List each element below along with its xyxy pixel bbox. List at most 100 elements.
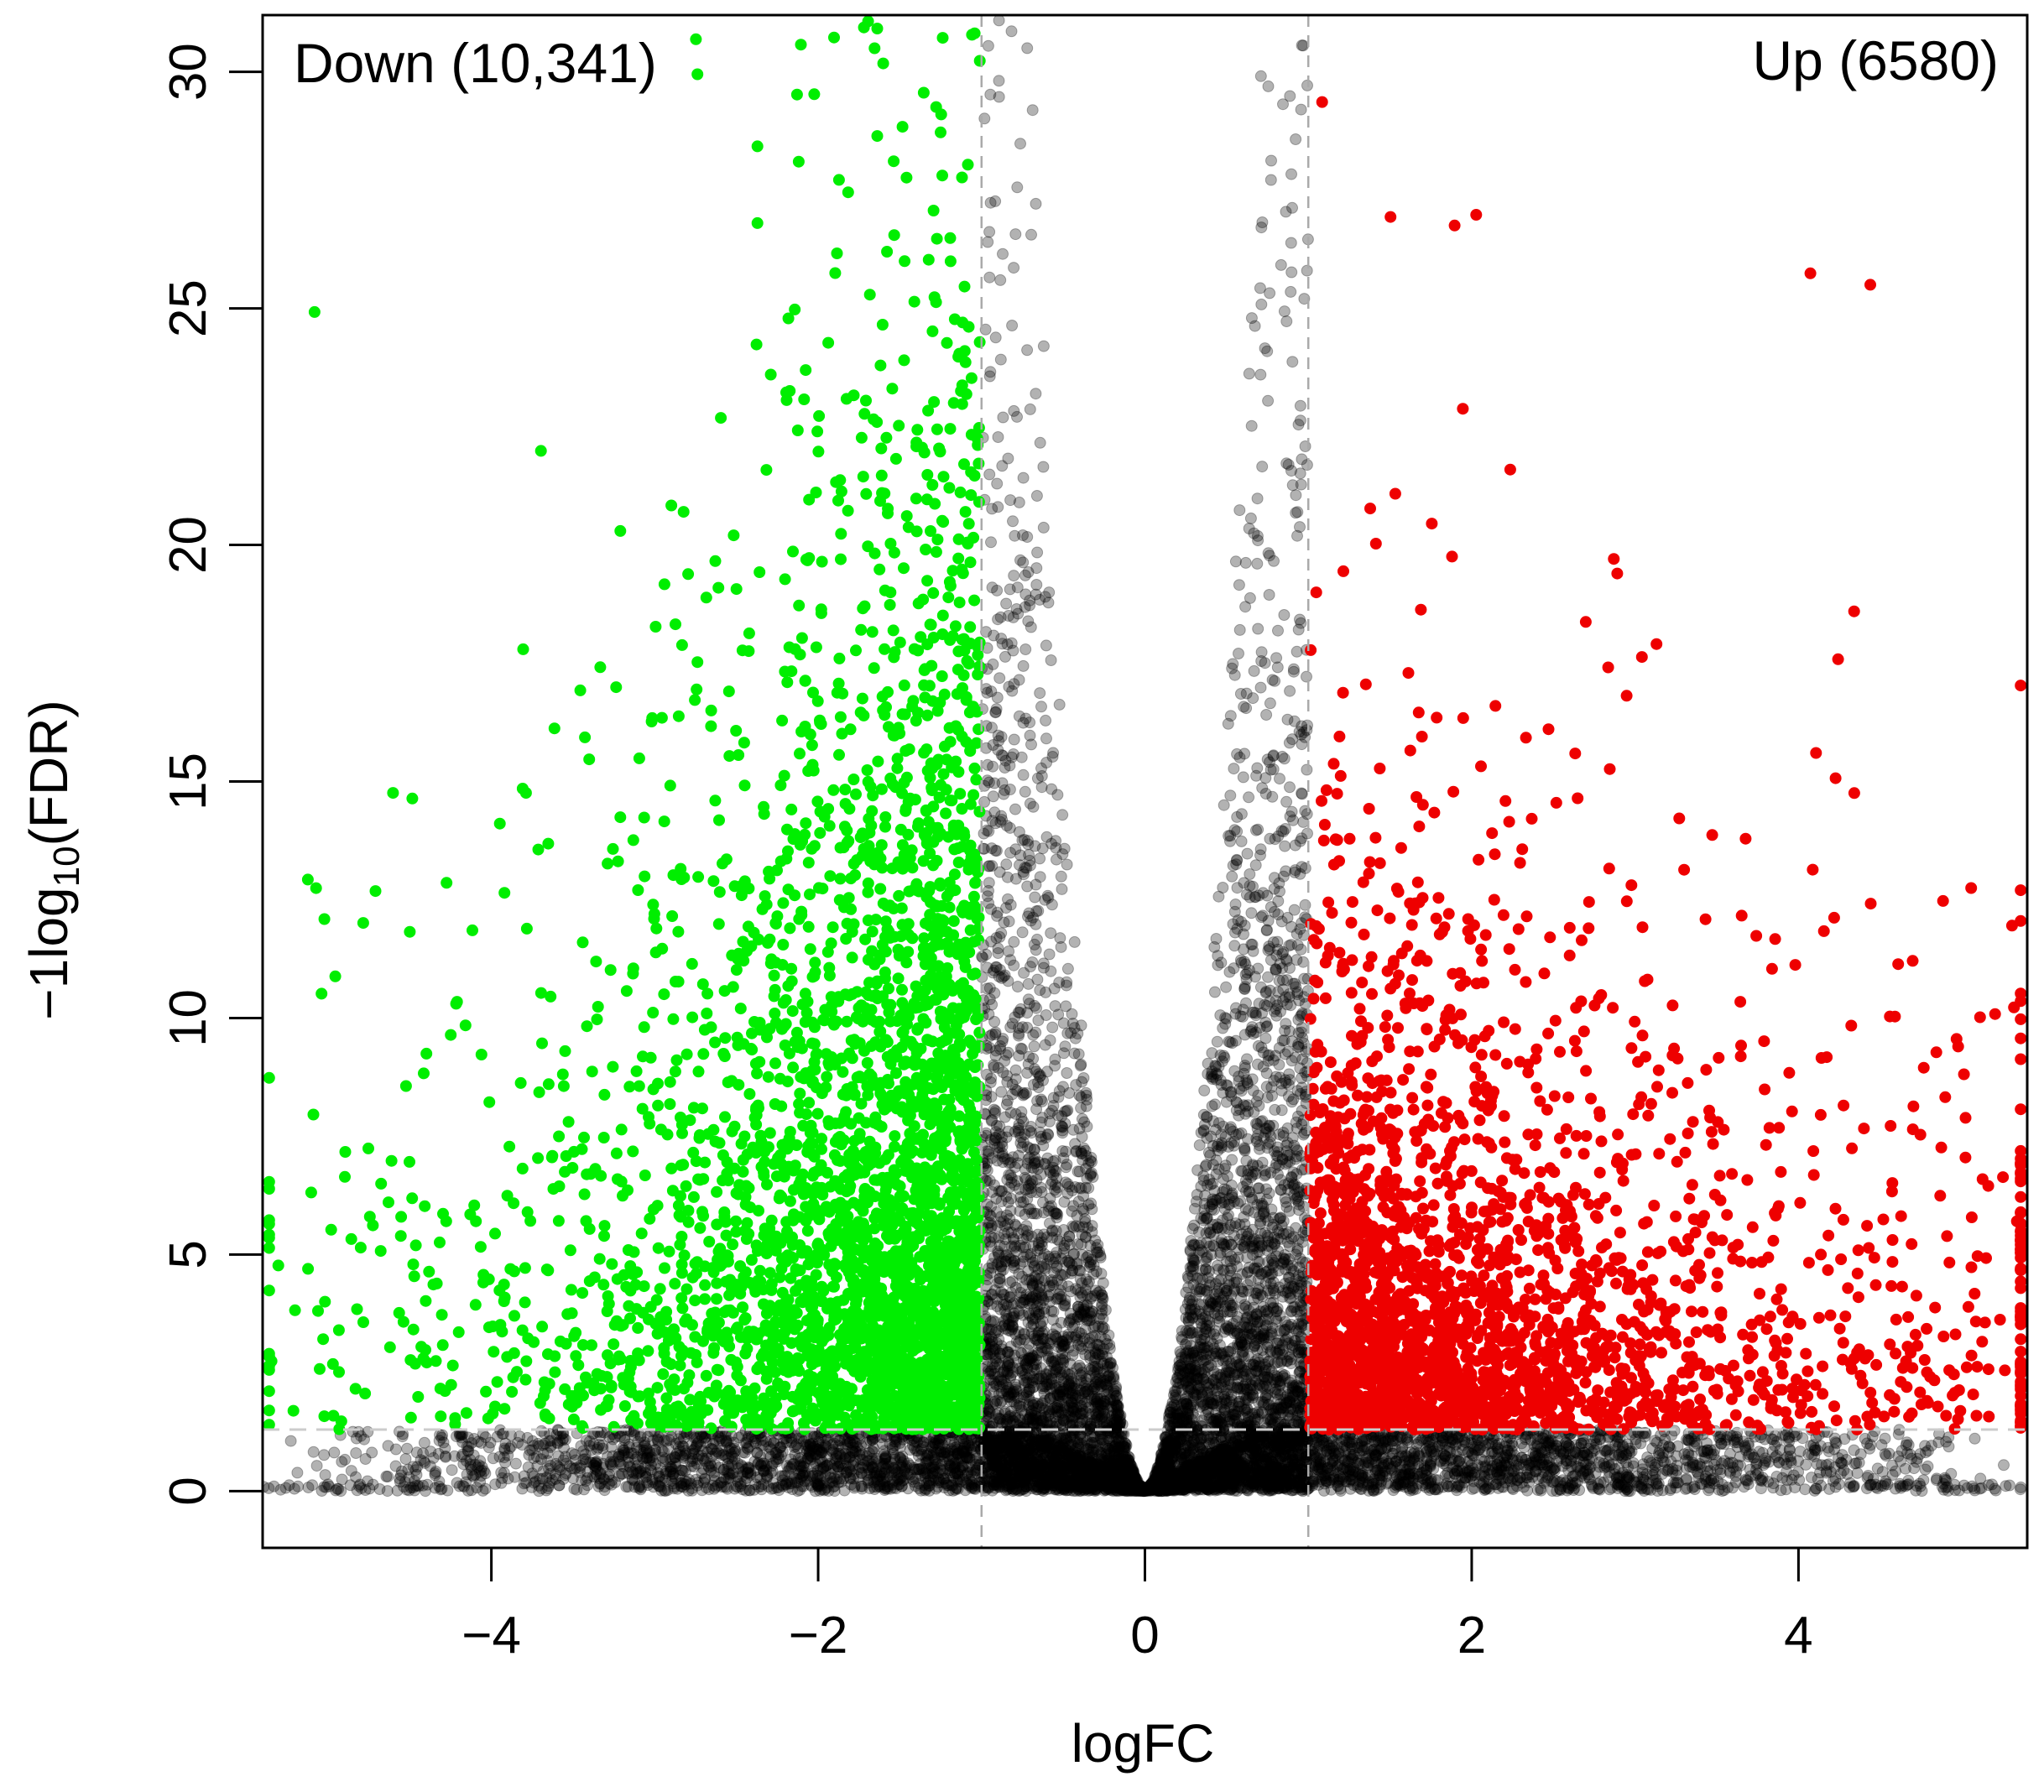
data-point: [991, 584, 1004, 596]
data-point: [1209, 1098, 1221, 1111]
data-point: [1279, 1048, 1291, 1060]
data-point: [1253, 1100, 1265, 1112]
data-point: [1008, 1307, 1020, 1320]
data-point: [1231, 1367, 1244, 1379]
data-point: [1291, 645, 1303, 658]
data-point: [1103, 1376, 1116, 1388]
data-point: [984, 1210, 997, 1222]
data-point: [985, 935, 998, 948]
data-point: [1017, 1086, 1030, 1099]
data-point: [1112, 1399, 1124, 1412]
data-point: [995, 927, 1008, 940]
data-point: [1276, 1034, 1289, 1047]
data-point: [1285, 1096, 1298, 1108]
data-point: [1013, 1305, 1025, 1317]
data-point: [1008, 570, 1020, 582]
data-point: [1224, 1431, 1237, 1444]
data-point: [1251, 492, 1264, 505]
data-point: [1040, 639, 1052, 652]
data-point: [1073, 1165, 1086, 1178]
data-point: [1049, 1355, 1061, 1367]
data-point: [1294, 414, 1306, 427]
data-point: [1238, 701, 1250, 713]
data-point: [1030, 490, 1043, 502]
data-point: [1301, 264, 1313, 277]
data-point: [1262, 80, 1275, 92]
data-point: [993, 15, 1005, 27]
data-point: [1045, 654, 1057, 666]
data-point: [1280, 315, 1293, 327]
data-point: [994, 1039, 1007, 1052]
data-point: [1220, 1096, 1233, 1108]
data-point: [1242, 1350, 1254, 1362]
data-point: [1217, 1481, 1229, 1493]
data-point: [982, 236, 994, 248]
data-point: [1056, 809, 1069, 821]
data-point: [1022, 910, 1034, 923]
data-point: [988, 1367, 1001, 1380]
data-point: [1168, 1431, 1181, 1444]
data-point: [1056, 1385, 1068, 1398]
data-point: [1295, 617, 1307, 629]
data-point: [1275, 258, 1287, 271]
data-point: [1000, 1049, 1013, 1061]
data-point: [1301, 670, 1312, 683]
data-point: [993, 1413, 1006, 1425]
data-point: [996, 1147, 1009, 1159]
data-point: [1123, 1454, 1134, 1466]
data-point: [1296, 861, 1308, 873]
data-point: [1286, 356, 1299, 368]
data-point: [1279, 840, 1291, 852]
data-point: [1260, 709, 1273, 721]
data-point: [1285, 285, 1297, 298]
data-point: [1294, 399, 1306, 412]
data-point: [1196, 1334, 1208, 1347]
data-point: [1083, 1363, 1096, 1375]
data-point: [1221, 1360, 1233, 1373]
data-point: [1207, 1483, 1220, 1496]
data-point: [1186, 1461, 1198, 1473]
data-point: [1146, 1477, 1159, 1489]
data-point: [1291, 1245, 1304, 1257]
data-point: [1233, 1218, 1246, 1231]
data-point: [1280, 795, 1293, 808]
data-point: [1129, 1477, 1141, 1490]
data-point: [1290, 133, 1302, 145]
data-point: [993, 672, 1006, 685]
data-point: [1008, 733, 1020, 746]
data-point: [1254, 849, 1266, 862]
data-point: [1008, 678, 1020, 690]
data-point: [1224, 1346, 1237, 1358]
data-point: [1228, 763, 1240, 775]
data-point: [1294, 521, 1306, 534]
data-point: [1026, 1175, 1039, 1188]
data-point: [983, 860, 996, 873]
data-point: [981, 824, 993, 836]
data-point: [1069, 1032, 1082, 1044]
data-point: [1278, 609, 1291, 621]
data-point: [1290, 981, 1302, 993]
data-point: [1021, 42, 1034, 55]
data-point: [1081, 1395, 1093, 1408]
data-point: [995, 1086, 1008, 1098]
data-point: [1001, 871, 1014, 883]
data-point: [1049, 1250, 1061, 1263]
data-point: [1286, 479, 1299, 492]
data-point: [1254, 368, 1267, 381]
data-point: [1230, 1002, 1242, 1014]
data-point: [1297, 1227, 1310, 1238]
data-point: [1263, 940, 1275, 953]
data-point: [1030, 388, 1042, 400]
data-point: [1190, 1373, 1202, 1386]
data-point: [1195, 1433, 1207, 1446]
data-point: [1217, 1477, 1229, 1489]
data-point: [984, 1076, 997, 1088]
data-point: [1267, 1302, 1280, 1315]
data-point: [996, 777, 1009, 789]
data-point: [997, 411, 1009, 424]
data-point: [1066, 1397, 1078, 1409]
data-point: [1224, 1269, 1237, 1282]
data-point: [1019, 643, 1032, 655]
data-point: [1277, 98, 1289, 111]
data-point: [1231, 882, 1244, 894]
